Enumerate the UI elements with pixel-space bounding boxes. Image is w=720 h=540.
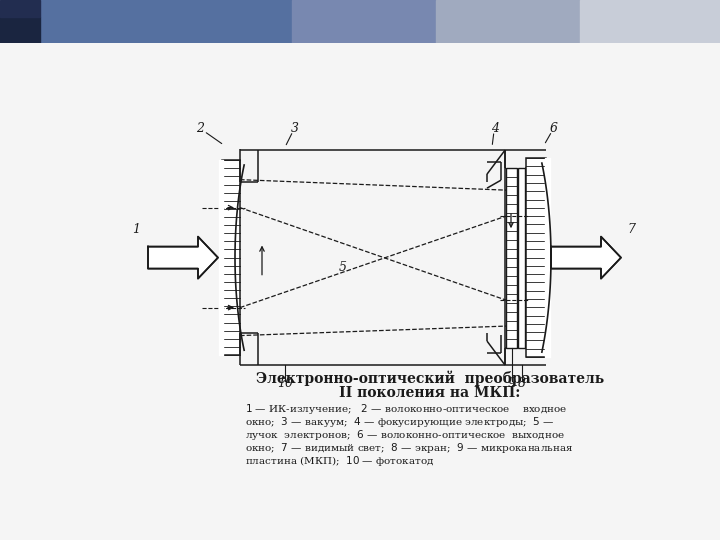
Bar xyxy=(580,0,720,43)
Polygon shape xyxy=(551,237,621,279)
Bar xyxy=(506,168,517,348)
Text: 9: 9 xyxy=(508,376,516,389)
Bar xyxy=(436,0,580,43)
Text: 1: 1 xyxy=(132,223,140,236)
Text: 2: 2 xyxy=(196,122,204,134)
Text: 6: 6 xyxy=(550,122,558,134)
Bar xyxy=(0,17,40,43)
Bar xyxy=(526,158,546,357)
Polygon shape xyxy=(148,237,218,279)
Text: окно;  $\mathit{7}$ — видимый свет;  $\mathit{8}$ — экран;  $\mathit{9}$ — микро: окно; $\mathit{7}$ — видимый свет; $\mat… xyxy=(245,441,573,455)
Text: 10: 10 xyxy=(277,376,293,389)
Text: пластина (МКП);  $\mathit{10}$ — фотокатод: пластина (МКП); $\mathit{10}$ — фотокато… xyxy=(245,454,435,468)
Text: 7: 7 xyxy=(627,223,635,236)
Text: 4: 4 xyxy=(491,122,499,134)
Text: 3: 3 xyxy=(291,122,299,134)
Bar xyxy=(0,0,40,17)
Text: окно;  $\mathit{3}$ — вакуум;  $\mathit{4}$ — фокусирующие электроды;  $\mathit{: окно; $\mathit{3}$ — вакуум; $\mathit{4}… xyxy=(245,415,554,429)
Text: лучок  электронов;  $\mathit{6}$ — волоконно-оптическое  выходное: лучок электронов; $\mathit{6}$ — волокон… xyxy=(245,428,565,442)
Text: 8: 8 xyxy=(518,376,526,389)
Text: II поколения на МКП:: II поколения на МКП: xyxy=(339,386,521,400)
Bar xyxy=(40,0,292,43)
Bar xyxy=(518,168,525,348)
Bar xyxy=(292,0,436,43)
Text: Электронно-оптический  преобразователь: Электронно-оптический преобразователь xyxy=(256,370,604,386)
Bar xyxy=(222,160,240,355)
Text: $\mathit{1}$ — ИК-излучение;   $\mathit{2}$ — волоконно-оптическое    входное: $\mathit{1}$ — ИК-излучение; $\mathit{2}… xyxy=(245,402,567,416)
Text: 5: 5 xyxy=(339,261,347,274)
